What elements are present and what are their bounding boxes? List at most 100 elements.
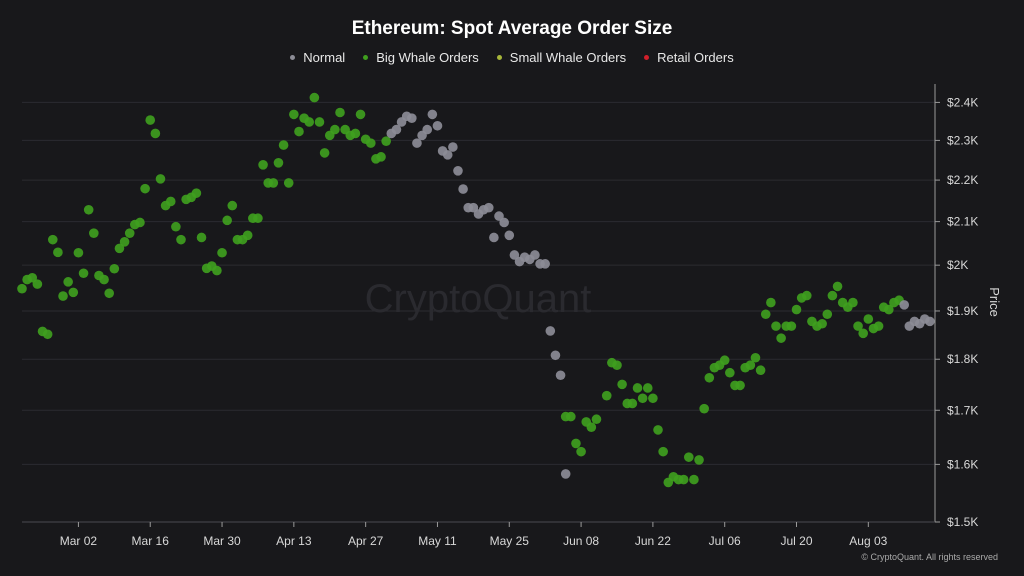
y-axis-label: Price <box>987 287 1002 317</box>
point-big-whale-orders <box>140 183 150 194</box>
point-big-whale-orders <box>766 297 776 308</box>
point-big-whale-orders <box>873 321 884 331</box>
point-normal <box>550 350 561 361</box>
point-normal <box>432 120 443 131</box>
y-tick-label: $2.4K <box>947 95 978 109</box>
point-big-whale-orders <box>135 217 145 228</box>
point-big-whale-orders <box>42 329 53 340</box>
point-big-whale-orders <box>222 215 232 226</box>
point-big-whale-orders <box>627 398 638 409</box>
point-big-whale-orders <box>858 328 868 339</box>
point-big-whale-orders <box>124 228 135 238</box>
point-normal <box>494 211 504 221</box>
point-big-whale-orders <box>73 247 84 258</box>
legend-dot-small-whale <box>496 55 502 60</box>
legend-item-normal[interactable]: Normal <box>290 50 345 65</box>
point-big-whale-orders <box>283 178 294 188</box>
point-normal <box>407 113 417 123</box>
point-big-whale-orders <box>53 247 63 258</box>
legend-item-retail[interactable]: Retail Orders <box>644 50 734 65</box>
point-big-whale-orders <box>227 200 238 211</box>
point-normal <box>489 232 499 243</box>
chart-legend: Normal Big Whale Orders Small Whale Orde… <box>0 50 1024 65</box>
point-big-whale-orders <box>689 474 699 485</box>
legend-dot-normal <box>290 55 296 60</box>
point-big-whale-orders <box>365 138 376 148</box>
point-normal <box>925 316 935 327</box>
legend-dot-big-whale <box>363 55 369 60</box>
axes <box>22 84 936 523</box>
point-normal <box>453 166 463 176</box>
point-big-whale-orders <box>335 107 345 118</box>
x-tick-label: Jul 20 <box>780 534 812 548</box>
x-tick-label: Aug 03 <box>849 534 887 548</box>
point-big-whale-orders <box>253 213 263 224</box>
point-big-whale-orders <box>586 422 597 433</box>
point-big-whale-orders <box>78 268 89 279</box>
point-big-whale-orders <box>801 290 812 301</box>
point-big-whale-orders <box>750 352 761 363</box>
point-big-whale-orders <box>658 446 668 457</box>
y-tick-label: $1.5K <box>947 515 978 529</box>
point-big-whale-orders <box>63 277 73 287</box>
legend-dot-retail <box>644 55 650 60</box>
point-big-whale-orders <box>319 148 330 158</box>
point-big-whale-orders <box>176 234 186 245</box>
point-big-whale-orders <box>119 237 130 247</box>
point-big-whale-orders <box>694 455 704 465</box>
point-normal <box>391 124 402 135</box>
y-tick-label: $1.6K <box>947 457 978 471</box>
y-axis-ticks: $1.5K $1.6K $1.7K $1.8K $1.9K $2K $2.1K $2.2K $2… <box>935 95 978 529</box>
point-normal <box>422 124 433 135</box>
point-big-whale-orders <box>17 283 27 294</box>
point-big-whale-orders <box>566 411 576 422</box>
point-big-whale-orders <box>884 304 894 315</box>
x-tick-label: Mar 02 <box>60 534 98 548</box>
point-big-whale-orders <box>637 393 648 404</box>
legend-item-small-whale[interactable]: Small Whale Orders <box>496 50 626 65</box>
legend-label-big-whale: Big Whale Orders <box>376 50 479 65</box>
point-big-whale-orders <box>683 452 694 462</box>
point-big-whale-orders <box>612 360 622 371</box>
point-big-whale-orders <box>863 314 874 324</box>
point-normal <box>483 202 494 213</box>
point-big-whale-orders <box>32 279 43 289</box>
point-big-whale-orders <box>632 383 643 393</box>
point-big-whale-orders <box>755 365 766 376</box>
point-big-whale-orders <box>350 128 361 139</box>
x-tick-label: Apr 13 <box>276 534 312 548</box>
point-big-whale-orders <box>791 304 802 315</box>
point-big-whale-orders <box>83 204 94 215</box>
point-big-whale-orders <box>648 393 658 404</box>
point-big-whale-orders <box>68 287 79 298</box>
point-big-whale-orders <box>832 281 843 292</box>
point-normal <box>545 326 556 336</box>
point-big-whale-orders <box>571 438 581 449</box>
point-big-whale-orders <box>817 318 827 329</box>
point-big-whale-orders <box>212 265 222 276</box>
legend-item-big-whale[interactable]: Big Whale Orders <box>363 50 479 65</box>
point-big-whale-orders <box>704 372 715 383</box>
point-big-whale-orders <box>330 124 340 135</box>
point-big-whale-orders <box>719 355 730 366</box>
point-normal <box>555 370 566 381</box>
point-normal <box>530 250 540 260</box>
point-big-whale-orders <box>268 178 279 188</box>
point-big-whale-orders <box>171 221 181 232</box>
x-tick-label: Jun 22 <box>635 534 671 548</box>
point-big-whale-orders <box>196 232 207 243</box>
point-big-whale-orders <box>853 321 863 331</box>
point-big-whale-orders <box>381 136 391 146</box>
point-big-whale-orders <box>699 403 709 414</box>
point-big-whale-orders <box>601 390 612 401</box>
point-big-whale-orders <box>314 117 325 127</box>
point-big-whale-orders <box>109 263 120 274</box>
point-big-whale-orders <box>786 321 797 331</box>
point-big-whale-orders <box>591 414 602 425</box>
point-big-whale-orders <box>150 128 161 139</box>
point-big-whale-orders <box>104 288 114 299</box>
point-normal <box>427 109 438 120</box>
point-big-whale-orders <box>114 243 125 254</box>
y-tick-label: $2K <box>947 258 968 272</box>
x-tick-label: Apr 27 <box>348 534 384 548</box>
